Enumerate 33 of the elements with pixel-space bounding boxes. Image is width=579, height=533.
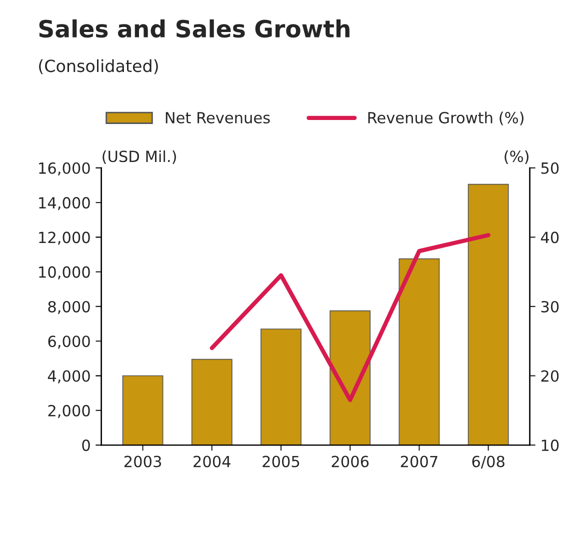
y-tick-label: 2,000	[48, 404, 90, 418]
y2-tick-label: 40	[540, 232, 559, 244]
y-tick-label: 8,000	[48, 300, 90, 314]
x-tick-label: 2005	[262, 456, 300, 468]
x-tick-label: 2004	[194, 456, 230, 468]
bar	[398, 258, 440, 446]
x-tick-label: 6/08	[472, 456, 504, 468]
bar	[122, 375, 164, 446]
y-tick-label: 4,000	[48, 370, 90, 384]
bar	[191, 358, 232, 446]
y-tick-label: 6,000	[48, 336, 90, 349]
bar	[260, 328, 302, 446]
legend-label: Revenue Growth (%)	[368, 112, 524, 126]
line-series	[210, 233, 490, 402]
chart-subtitle: (Consolidated)	[39, 59, 158, 74]
x-tick-label: 2007	[400, 456, 438, 468]
y2-tick-label: 30	[541, 300, 559, 312]
y2-tick-label: 10	[542, 440, 559, 452]
y2-tick-label: 20	[541, 370, 559, 382]
legend-label: Net Revenues	[166, 112, 270, 124]
bar	[330, 310, 371, 446]
y-tick-label: 14,000	[39, 197, 90, 210]
chart-title: Sales and Sales Growth	[39, 19, 350, 38]
y2-tick-label: 50	[541, 162, 559, 174]
y2-axis-title: (%)	[504, 150, 528, 164]
y-tick-label: 12,000	[39, 232, 90, 245]
bar	[468, 184, 509, 446]
y-tick-label: 0	[82, 440, 90, 452]
y-tick-label: 16,000	[39, 162, 90, 176]
y-axis-title: (USD Mil.)	[102, 150, 176, 164]
x-tick-label: 2003	[124, 456, 162, 468]
y-tick-label: 10,000	[39, 266, 90, 280]
x-tick-label: 2006	[332, 456, 369, 468]
